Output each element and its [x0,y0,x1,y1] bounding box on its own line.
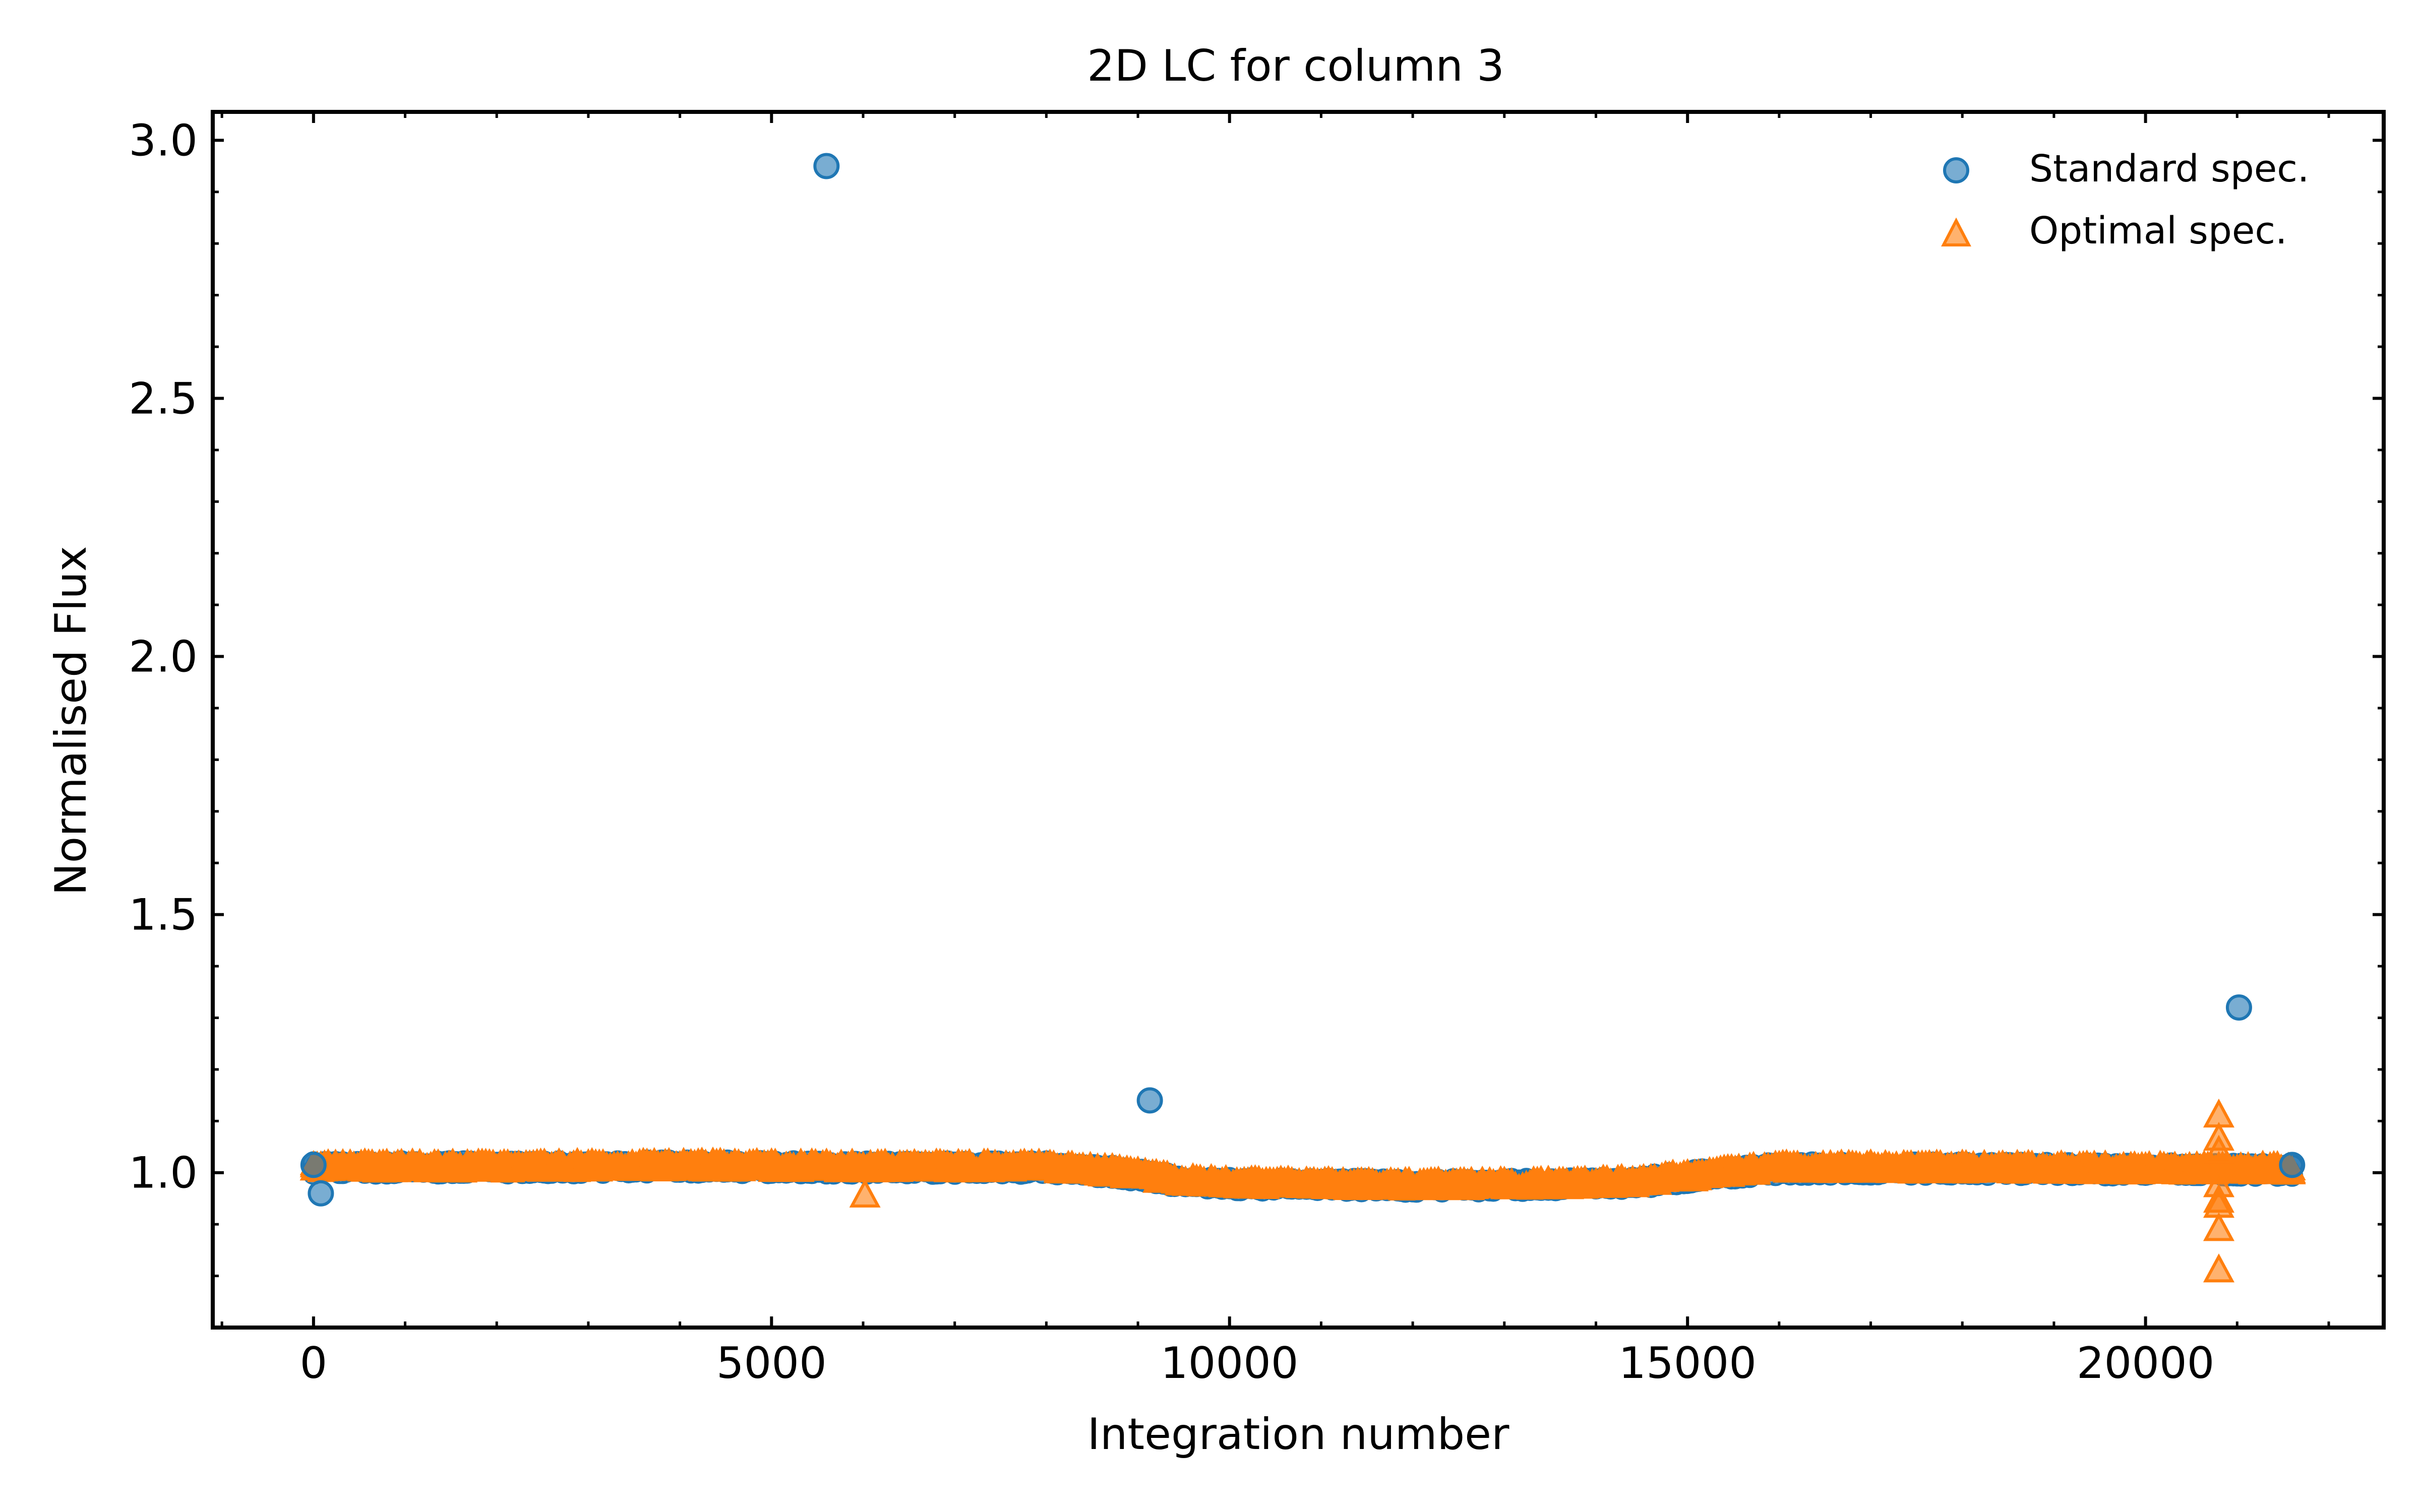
standard-spec-point [1136,1087,1163,1114]
chart-title: 2D LC for column 3 [1087,41,1504,91]
outlier-points [300,153,2306,1283]
legend-marker-optimal [1941,217,1971,246]
optimal-baseline-points [299,1146,2306,1201]
plot-frame [211,110,2386,1330]
legend-label-optimal: Optimal spec. [2029,209,2287,253]
optimal-spec-point [849,1178,881,1208]
standard-spec-point [300,1152,327,1178]
x-tick-label: 0 [299,1338,327,1389]
optimal-spec-point [2203,1212,2234,1241]
y-axis-label: Normalised Flux [46,546,96,895]
x-tick-label: 5000 [716,1338,827,1389]
y-tick-label: 2.0 [129,632,198,682]
y-tick-label: 3.0 [129,115,198,166]
standard-spec-point [2279,1152,2306,1178]
x-tick-label: 20000 [2077,1338,2215,1389]
legend: Standard spec. Optimal spec. [1941,147,2309,253]
optimal-spec-point [2203,1253,2234,1283]
standard-spec-point [813,153,840,179]
standard-spec-point [308,1180,334,1207]
y-tick-label: 2.5 [129,373,198,424]
x-tick-label: 15000 [1618,1338,1757,1389]
legend-marker-standard [1943,157,1969,183]
axis-ticks: 0 5000 10000 15000 20000 1.0 1.5 2.0 2.5 3.0 [129,112,2384,1389]
y-tick-label: 1.0 [129,1148,198,1199]
standard-spec-point [2225,994,2252,1021]
x-axis-label: Integration number [1087,1409,1510,1460]
legend-label-standard: Standard spec. [2029,147,2309,191]
baseline-points [299,1146,2306,1203]
x-tick-label: 10000 [1161,1338,1299,1389]
y-tick-label: 1.5 [129,890,198,940]
optimal-spec-point [2203,1135,2234,1164]
